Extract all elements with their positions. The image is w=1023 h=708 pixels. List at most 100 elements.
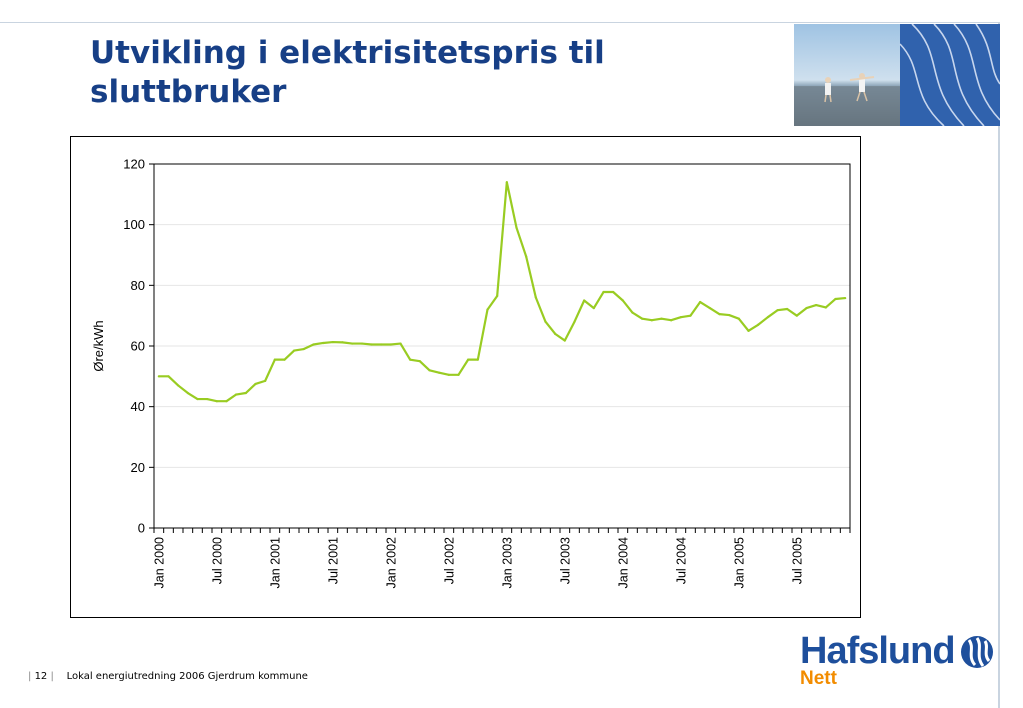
- data-point: [824, 306, 827, 309]
- data-point: [389, 343, 392, 346]
- y-tick-label: 100: [123, 217, 145, 232]
- y-tick-label: 80: [131, 278, 145, 293]
- data-point: [476, 358, 479, 361]
- data-point: [505, 181, 508, 184]
- data-point: [157, 375, 160, 378]
- data-point: [641, 317, 644, 320]
- data-point: [592, 306, 595, 310]
- x-tick-label: Jan 2005: [732, 537, 746, 588]
- data-point: [844, 296, 847, 300]
- data-point: [380, 343, 383, 346]
- data-point: [264, 379, 267, 382]
- x-tick-label: Jul 2002: [442, 537, 456, 584]
- data-point: [244, 391, 247, 395]
- x-tick-label: Jul 2001: [326, 537, 340, 584]
- y-tick-label: 120: [123, 157, 145, 172]
- data-point: [718, 313, 721, 316]
- header-photo-banner: [794, 24, 1000, 126]
- logo-subtext: Nett: [800, 668, 837, 689]
- data-point: [399, 342, 402, 345]
- data-point: [563, 339, 566, 342]
- data-point: [602, 290, 605, 294]
- footer: | 12 | Lokal energiutredning 2006 Gjerdr…: [28, 671, 308, 682]
- slide-title: Utvikling i elektrisitetspris til sluttb…: [90, 35, 605, 111]
- data-point: [747, 329, 750, 332]
- data-point: [679, 316, 682, 319]
- data-point: [496, 294, 499, 298]
- data-point: [650, 319, 653, 322]
- right-rule: [998, 22, 1000, 708]
- data-point: [438, 371, 441, 374]
- x-tick-label: Jan 2003: [500, 537, 514, 588]
- y-tick-label: 60: [131, 339, 145, 354]
- data-point: [215, 400, 218, 403]
- y-tick-label: 20: [131, 460, 145, 475]
- hafslund-emblem-icon: [961, 636, 993, 668]
- data-point: [457, 373, 460, 376]
- data-point: [428, 369, 431, 372]
- data-point: [708, 306, 711, 310]
- data-point: [254, 382, 257, 386]
- data-point: [795, 314, 798, 317]
- data-point: [331, 340, 334, 344]
- data-point: [322, 341, 325, 345]
- x-tick-label: Jan 2002: [384, 537, 398, 588]
- data-point: [235, 393, 238, 396]
- footer-separator: |: [50, 671, 54, 682]
- x-tick-label: Jul 2003: [558, 537, 572, 584]
- data-point: [312, 343, 315, 346]
- data-point: [786, 307, 789, 311]
- x-tick-label: Jul 2000: [210, 537, 224, 584]
- data-point: [225, 400, 228, 403]
- data-point: [409, 358, 412, 361]
- data-point: [766, 316, 769, 319]
- y-tick-label: 0: [138, 521, 145, 536]
- top-rule: [0, 22, 1000, 23]
- data-point: [418, 360, 421, 363]
- chart-area: 0 20 40 60 80 100 120 Jan 2000 Jul 2000 Jan 2001 J…: [70, 136, 861, 618]
- data-point: [776, 309, 779, 312]
- hafslund-nett-logo: Hafslund Nett: [800, 628, 1000, 698]
- x-tick-label: Jan 2000: [152, 537, 166, 588]
- data-point: [660, 317, 663, 320]
- data-point: [186, 391, 189, 395]
- data-point: [167, 375, 170, 378]
- figures-on-beach: [824, 73, 875, 103]
- data-point: [283, 358, 286, 361]
- data-point: [370, 343, 373, 346]
- x-tick-label: Jan 2001: [268, 537, 282, 588]
- data-point: [815, 303, 818, 307]
- data-point: [447, 373, 450, 376]
- data-point: [699, 300, 702, 304]
- data-point: [360, 342, 363, 345]
- data-point: [689, 314, 692, 317]
- price-series-line: [158, 181, 846, 403]
- y-axis-title: Øre/kWh: [91, 320, 106, 371]
- page-number: 12: [34, 671, 48, 682]
- data-point: [534, 296, 537, 299]
- data-point: [351, 342, 354, 345]
- data-point: [544, 320, 547, 323]
- data-point: [621, 299, 624, 302]
- data-point: [206, 397, 209, 401]
- data-point: [834, 297, 837, 301]
- x-tick-label: Jan 2004: [616, 537, 630, 588]
- data-point: [515, 226, 518, 229]
- data-point: [670, 319, 673, 322]
- y-tick-label: 40: [131, 399, 145, 414]
- data-point: [196, 397, 199, 401]
- data-point: [341, 341, 344, 344]
- data-point: [737, 317, 740, 320]
- data-point: [302, 347, 305, 351]
- data-point: [525, 255, 528, 258]
- data-point: [631, 311, 634, 314]
- data-point: [583, 299, 586, 302]
- data-point: [612, 290, 615, 294]
- footer-separator: |: [28, 671, 32, 682]
- data-point: [273, 358, 276, 361]
- data-point: [805, 306, 808, 310]
- data-point: [573, 320, 576, 323]
- data-point: [554, 332, 557, 335]
- data-point: [467, 358, 470, 361]
- data-point: [728, 313, 731, 317]
